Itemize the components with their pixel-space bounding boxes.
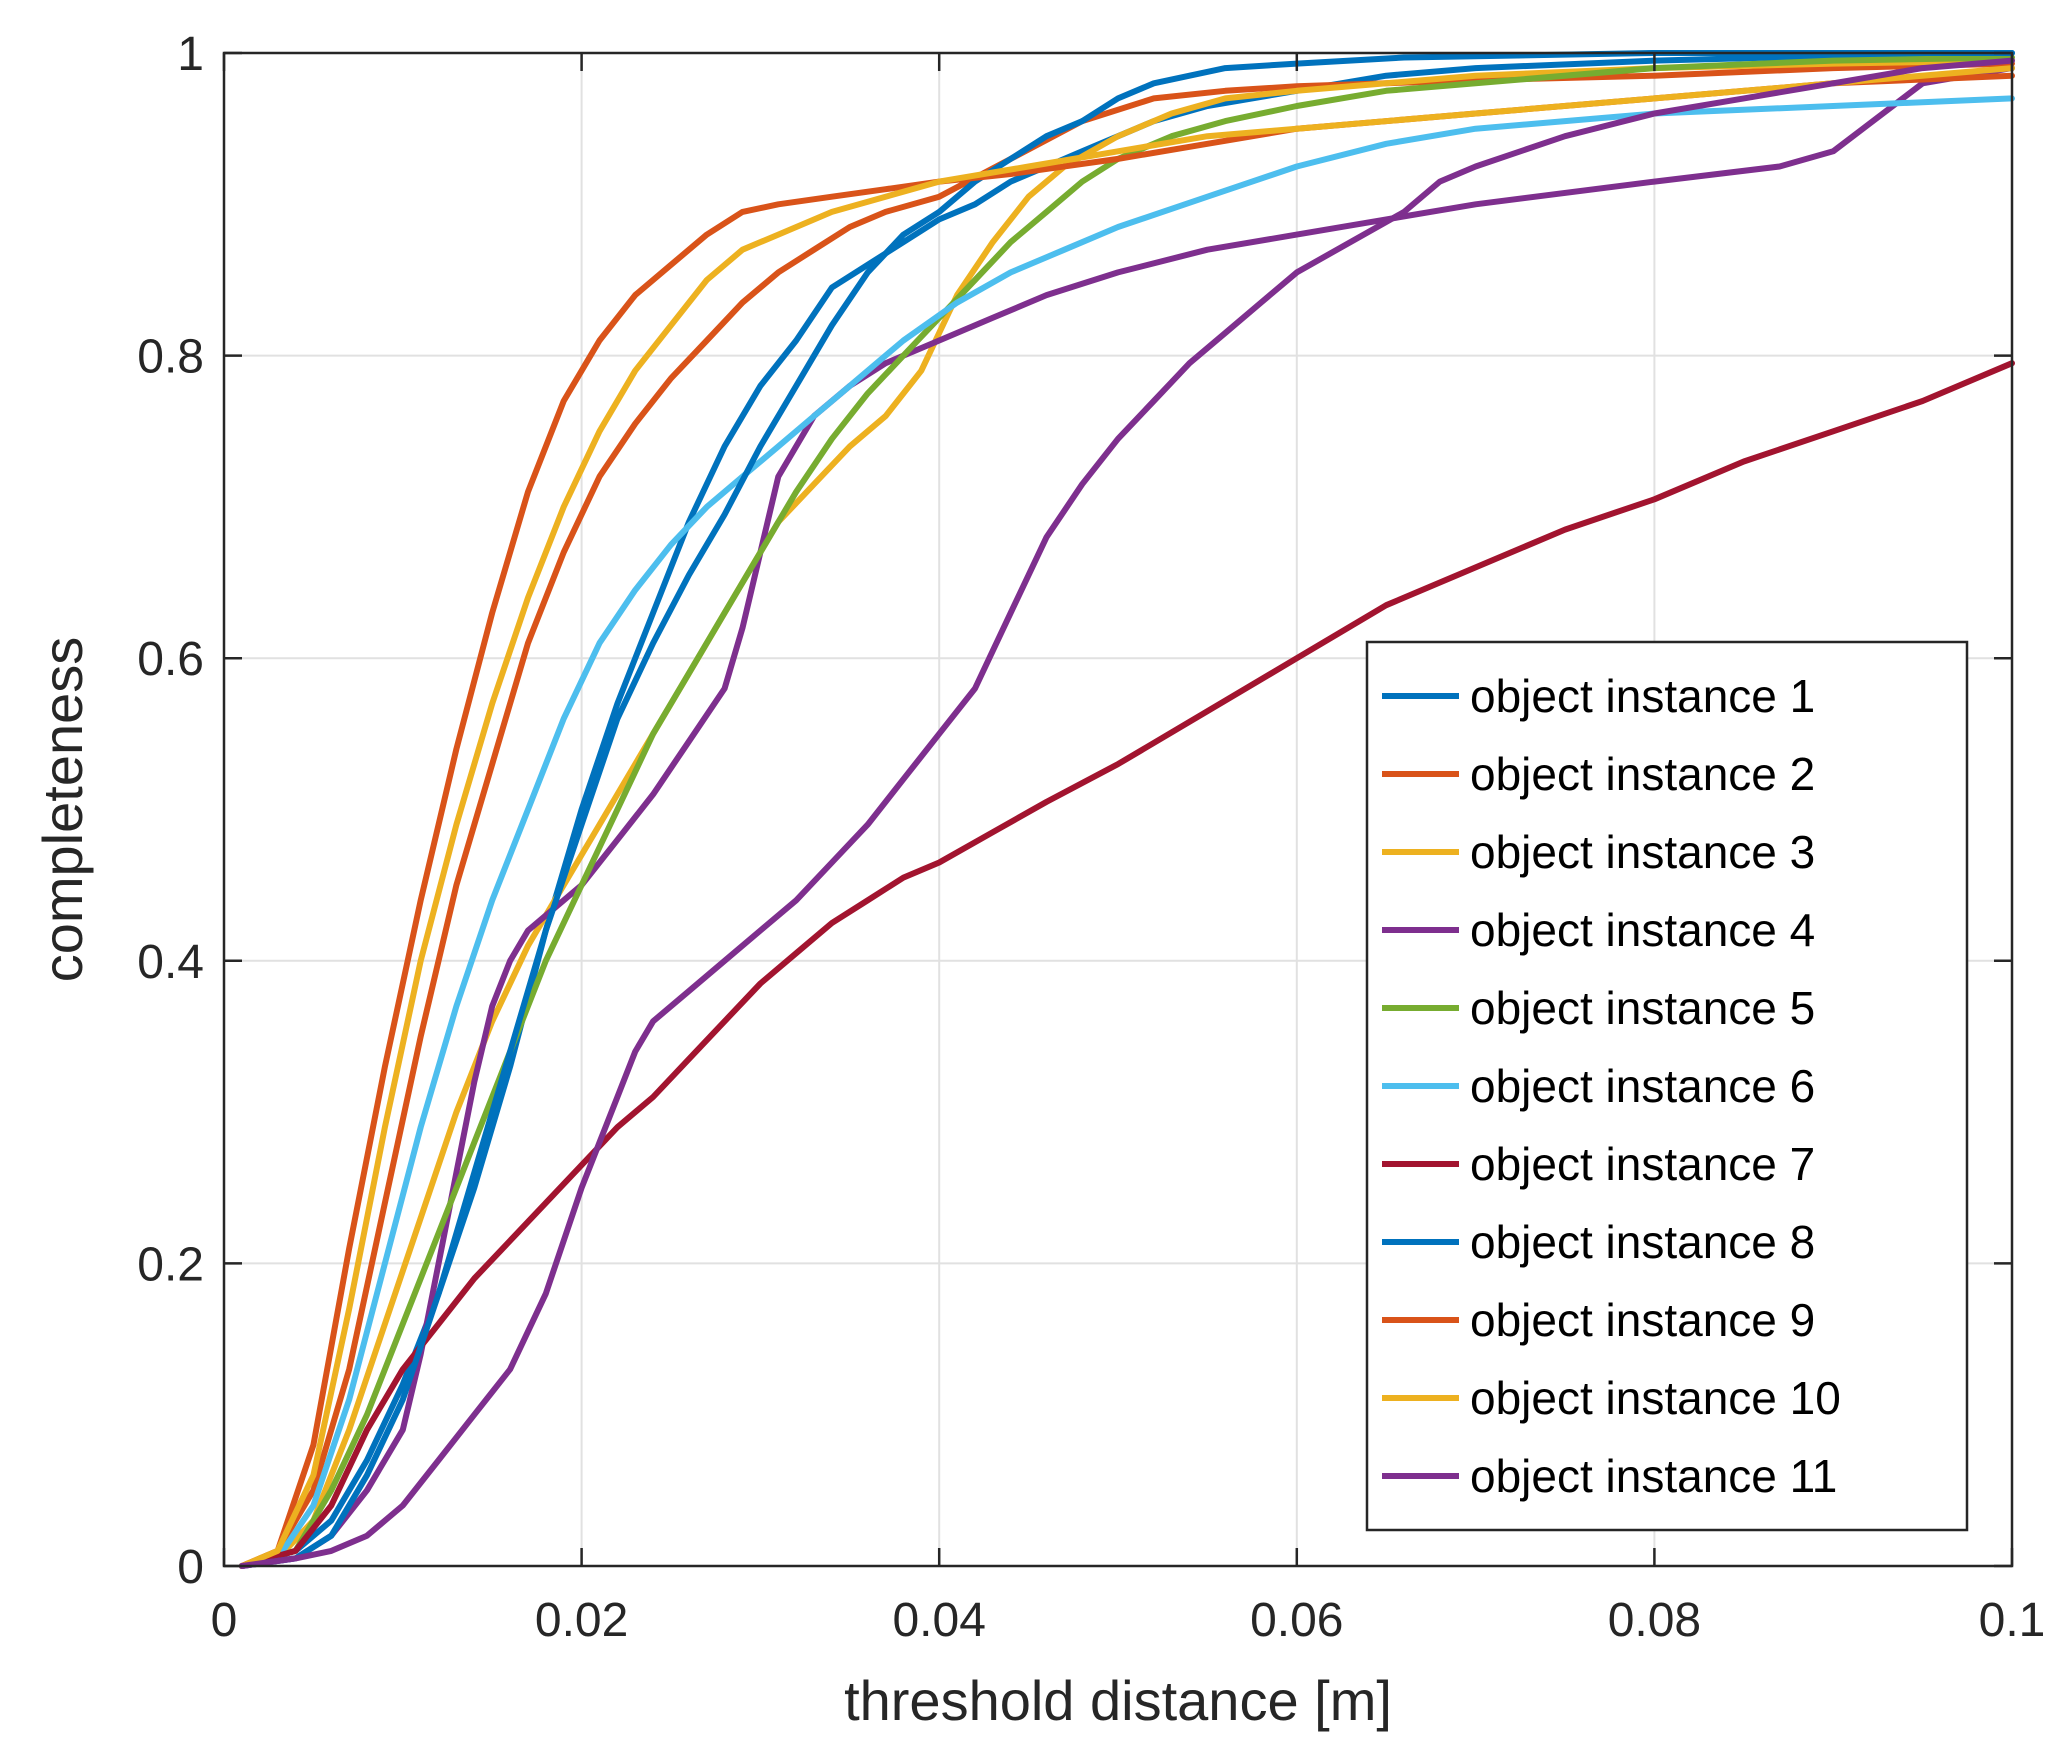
- x-tick-label: 0: [211, 1594, 238, 1647]
- y-tick-label: 0.8: [137, 331, 204, 384]
- y-tick-label: 0: [177, 1541, 204, 1594]
- y-tick-label: 0.2: [137, 1238, 204, 1291]
- ticks: 0 0.02 0.04 0.06 0.08 0.1 0 0.2 0.4 0.6 0.8 1: [137, 28, 2045, 1647]
- legend-label: object instance 10: [1470, 1372, 1841, 1424]
- legend-label: object instance 2: [1470, 748, 1815, 800]
- legend-label: object instance 4: [1470, 904, 1815, 956]
- x-tick-label: 0.04: [892, 1594, 985, 1647]
- series-line-10: [238, 65, 2015, 1569]
- x-tick-label: 0.02: [535, 1594, 628, 1647]
- y-tick-label: 0.6: [137, 633, 204, 686]
- x-axis-title: threshold distance [m]: [844, 1669, 1392, 1732]
- x-tick-label: 0.06: [1250, 1594, 1343, 1647]
- y-tick-label: 0.4: [137, 936, 204, 989]
- legend-label: object instance 11: [1470, 1450, 1837, 1502]
- series-layer: [238, 50, 2015, 1569]
- y-tick-label: 1: [177, 28, 204, 81]
- series-line-8: [238, 50, 2015, 1569]
- legend: object instance 1 object instance 2 object…: [1365, 640, 1969, 1532]
- legend-label: object instance 6: [1470, 1060, 1815, 1112]
- axes-box: [222, 51, 2014, 1568]
- series-line-11: [238, 57, 2015, 1569]
- series-line-4: [238, 65, 2015, 1569]
- legend-label: object instance 8: [1470, 1216, 1815, 1268]
- series-line-5: [238, 54, 2015, 1569]
- legend-label: object instance 5: [1470, 982, 1815, 1034]
- x-tick-label: 0.08: [1608, 1594, 1701, 1647]
- legend-label: object instance 9: [1470, 1294, 1815, 1346]
- x-tick-label: 0.1: [1979, 1594, 2046, 1647]
- legend-label: object instance 1: [1470, 670, 1815, 722]
- series-line-2: [238, 60, 2015, 1569]
- legend-label: object instance 3: [1470, 826, 1815, 878]
- series-line-7: [238, 360, 2015, 1569]
- y-axis-title: completeness: [31, 637, 94, 983]
- series-line-3: [238, 57, 2015, 1569]
- legend-box: [1365, 640, 1969, 1532]
- series-line-6: [238, 95, 2015, 1569]
- legend-label: object instance 7: [1470, 1138, 1815, 1190]
